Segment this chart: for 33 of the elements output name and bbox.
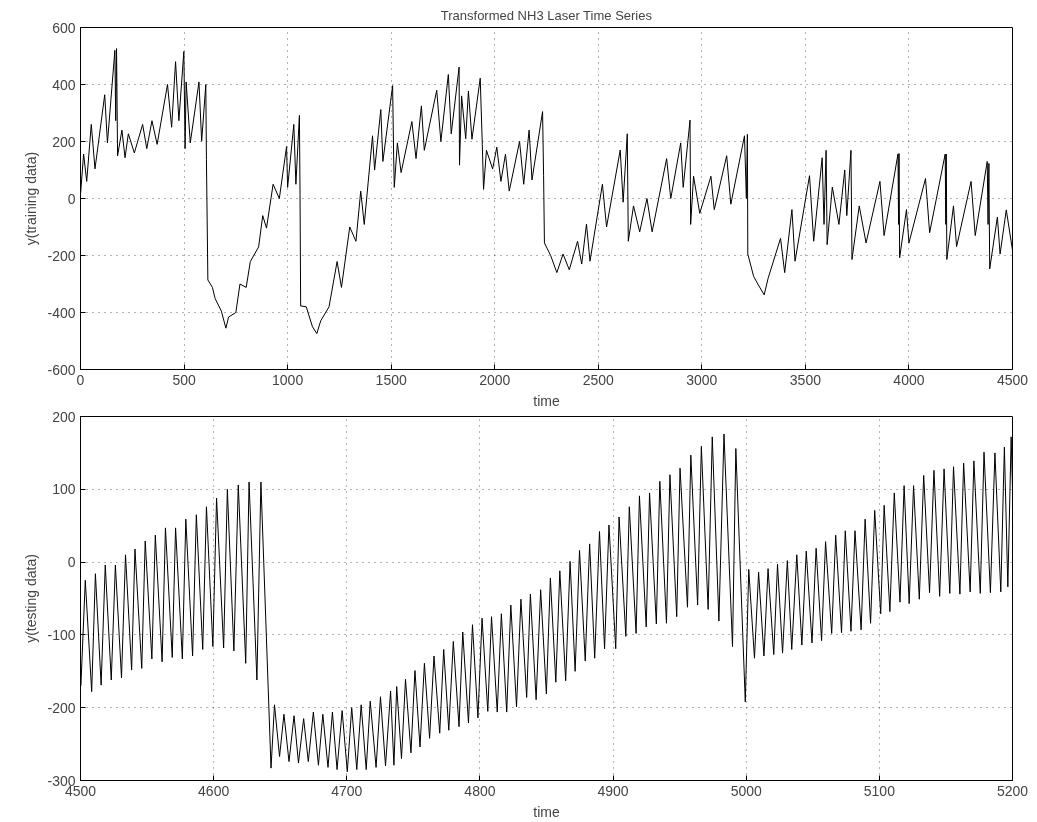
y-tick-label: 0 [67,190,76,207]
x-tick-label: 4900 [597,782,629,799]
y-tick-label: -400 [47,304,76,321]
x-tick-label: 5000 [730,782,762,799]
y-tick-label: 200 [52,133,76,150]
x-tick-label: 4600 [198,782,230,799]
y-tick-label: -100 [47,626,76,643]
x-tick-label: 4700 [331,782,363,799]
x-tick-label: 4800 [464,782,496,799]
y-tick-label: 0 [67,554,76,571]
x-tick-label: 1500 [375,371,407,388]
y-tick-label: 400 [52,76,76,93]
x-tick-label: 5100 [863,782,896,799]
x-tick-label: 4500 [996,371,1029,388]
x-tick-label: 3000 [686,371,718,388]
x-tick-label: 1000 [272,371,304,388]
x-tick-label: 3500 [789,371,822,388]
y-tick-label: 100 [52,481,76,498]
x-axis-title: time [533,803,560,820]
x-tick-label: 5200 [996,782,1029,799]
y-tick-label: -200 [47,247,76,264]
x-tick-label: 4000 [893,371,925,388]
y-axis-title: y(training data) [23,151,40,246]
y-tick-label: -200 [47,699,76,716]
x-tick-label: 2500 [582,371,615,388]
x-axis-title: time [533,392,560,409]
y-tick-label: 600 [52,19,76,36]
y-axis-title: y(testing data) [23,554,40,643]
chart-title: Transformed NH3 Laser Time Series [440,7,653,23]
x-tick-label: 500 [172,371,196,388]
x-tick-label: 2000 [479,371,511,388]
y-tick-label: -600 [47,361,76,378]
y-tick-label: 200 [52,408,76,425]
